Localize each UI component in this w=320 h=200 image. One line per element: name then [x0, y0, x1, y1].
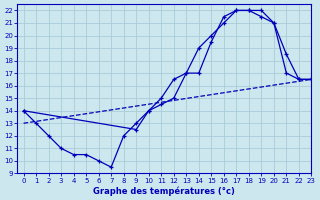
X-axis label: Graphe des températures (°c): Graphe des températures (°c)	[93, 186, 235, 196]
